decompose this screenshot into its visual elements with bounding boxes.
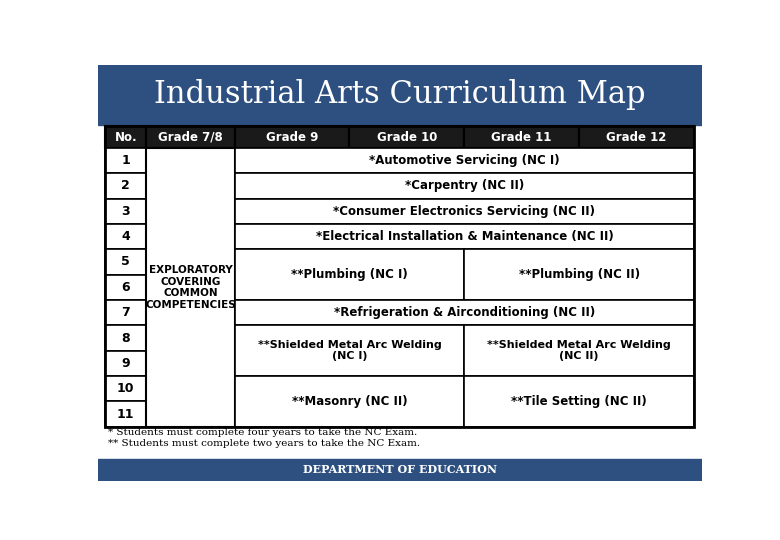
Text: Grade 10: Grade 10: [377, 131, 437, 144]
Bar: [235, 173, 694, 199]
Bar: [464, 249, 694, 300]
Bar: [349, 126, 464, 148]
Text: * Students must complete four years to take the NC Exam.: * Students must complete four years to t…: [108, 428, 417, 437]
Bar: [105, 173, 147, 199]
Bar: [147, 126, 235, 148]
Bar: [98, 65, 702, 125]
Text: *Electrical Installation & Maintenance (NC II): *Electrical Installation & Maintenance (…: [316, 230, 613, 243]
Bar: [98, 459, 702, 481]
Bar: [105, 148, 147, 173]
Text: Grade 7/8: Grade 7/8: [158, 131, 223, 144]
Text: 1: 1: [122, 154, 130, 167]
Text: Grade 9: Grade 9: [266, 131, 318, 144]
Text: **Shielded Metal Arc Welding
(NC I): **Shielded Metal Arc Welding (NC I): [257, 340, 441, 361]
Bar: [464, 126, 579, 148]
Text: **Plumbing (NC I): **Plumbing (NC I): [291, 268, 408, 281]
Bar: [105, 249, 147, 275]
Bar: [105, 199, 147, 224]
Text: Grade 12: Grade 12: [606, 131, 667, 144]
Bar: [105, 275, 147, 300]
Bar: [235, 199, 694, 224]
Bar: [235, 376, 464, 427]
Text: *Refrigeration & Airconditioning (NC II): *Refrigeration & Airconditioning (NC II): [334, 306, 595, 319]
Text: 2: 2: [122, 179, 130, 192]
Text: 10: 10: [117, 382, 134, 395]
Text: Grade 11: Grade 11: [491, 131, 551, 144]
Bar: [105, 300, 147, 325]
Bar: [105, 401, 147, 427]
Text: EXPLORATORY
COVERING
COMMON
COMPETENCIES: EXPLORATORY COVERING COMMON COMPETENCIES: [145, 265, 236, 310]
Bar: [464, 325, 694, 376]
Text: *Automotive Servicing (NC I): *Automotive Servicing (NC I): [369, 154, 560, 167]
Bar: [235, 325, 464, 376]
Text: 7: 7: [122, 306, 130, 319]
Text: 8: 8: [122, 332, 130, 345]
Text: 3: 3: [122, 205, 130, 218]
Text: No.: No.: [115, 131, 137, 144]
Bar: [235, 300, 694, 325]
Bar: [235, 126, 349, 148]
Text: **Tile Setting (NC II): **Tile Setting (NC II): [511, 395, 647, 408]
Bar: [105, 325, 147, 350]
Bar: [105, 126, 694, 427]
Bar: [105, 224, 147, 249]
Bar: [147, 148, 235, 427]
Text: ** Students must complete two years to take the NC Exam.: ** Students must complete two years to t…: [108, 439, 420, 448]
Text: 4: 4: [122, 230, 130, 243]
Text: 9: 9: [122, 357, 130, 370]
Text: **Shielded Metal Arc Welding
(NC II): **Shielded Metal Arc Welding (NC II): [488, 340, 671, 361]
Text: *Carpentry (NC II): *Carpentry (NC II): [405, 179, 524, 192]
Text: 6: 6: [122, 281, 130, 294]
Text: *Consumer Electronics Servicing (NC II): *Consumer Electronics Servicing (NC II): [334, 205, 595, 218]
Bar: [105, 376, 147, 401]
Bar: [579, 126, 694, 148]
Text: DEPARTMENT OF EDUCATION: DEPARTMENT OF EDUCATION: [303, 464, 497, 475]
Bar: [464, 376, 694, 427]
Bar: [235, 249, 464, 300]
Text: 5: 5: [122, 255, 130, 268]
Text: **Plumbing (NC II): **Plumbing (NC II): [519, 268, 640, 281]
Bar: [105, 350, 147, 376]
Text: Industrial Arts Curriculum Map: Industrial Arts Curriculum Map: [154, 79, 646, 110]
Bar: [235, 224, 694, 249]
Text: 11: 11: [117, 408, 134, 421]
Bar: [235, 148, 694, 173]
Bar: [105, 126, 147, 148]
Text: **Masonry (NC II): **Masonry (NC II): [292, 395, 407, 408]
